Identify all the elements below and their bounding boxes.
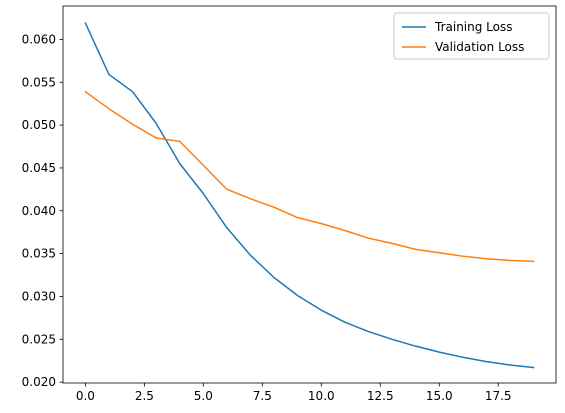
x-tick-label: 2.5	[135, 389, 154, 403]
y-axis-ticks: 0.020 0.025 0.030 0.035 0.040 0.045 0.050 0.055…	[22, 32, 63, 389]
x-tick-label: 5.0	[194, 389, 213, 403]
x-tick-label: 15.0	[426, 389, 453, 403]
y-tick-label: 0.060	[22, 32, 56, 46]
series-line-training-loss	[84, 22, 535, 369]
legend-box	[393, 12, 550, 60]
legend-label-training-loss: Training Loss	[434, 20, 512, 34]
series-line-validation-loss	[84, 90, 535, 263]
y-tick-label: 0.030	[22, 289, 56, 303]
legend-label-validation-loss: Validation Loss	[435, 40, 524, 54]
x-axis-ticks: 0.0 2.5 5.0 7.5 10.0 12.5 15.0 17.5	[76, 383, 512, 403]
x-tick-label: 7.5	[253, 389, 272, 403]
y-tick-label: 0.035	[22, 247, 56, 261]
y-tick-label: 0.050	[22, 118, 56, 132]
plot-area	[63, 6, 556, 383]
x-tick-label: 12.5	[367, 389, 394, 403]
y-tick-label: 0.040	[22, 204, 56, 218]
y-tick-label: 0.055	[22, 75, 56, 89]
x-tick-label: 17.5	[485, 389, 512, 403]
y-tick-label: 0.025	[22, 332, 56, 346]
y-tick-label: 0.045	[22, 161, 56, 175]
plot-frame	[62, 5, 557, 384]
x-tick-label: 10.0	[308, 389, 335, 403]
series-layer	[84, 22, 535, 369]
y-tick-label: 0.020	[22, 375, 56, 389]
x-tick-label: 0.0	[76, 389, 95, 403]
legend: Training Loss Validation Loss	[393, 12, 550, 60]
